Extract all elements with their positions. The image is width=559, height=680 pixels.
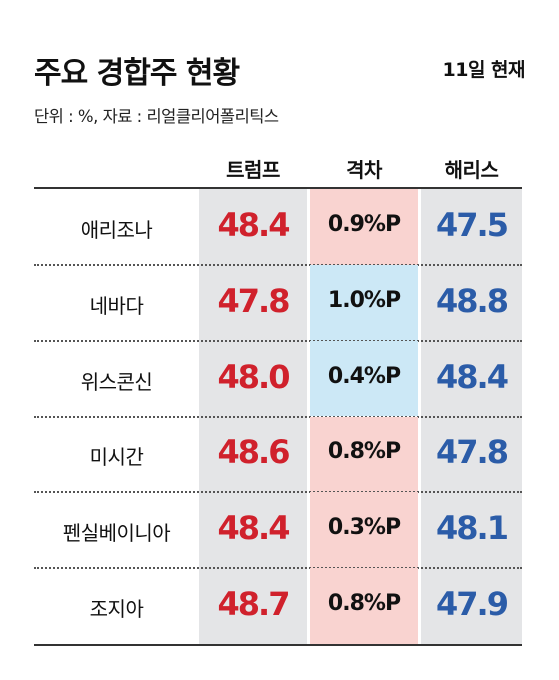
state-name: 미시간 — [89, 445, 144, 470]
gap-value: 1.0%P — [327, 287, 401, 313]
column-header-gap: 격차 — [346, 158, 382, 182]
table-top-rule — [34, 187, 522, 189]
gap-value: 0.4%P — [327, 363, 401, 389]
trump-value: 48.6 — [217, 433, 291, 472]
source-note: 단위 : %, 자료 : 리얼클리어폴리틱스 — [34, 107, 279, 126]
gap-cell-background — [310, 340, 418, 417]
date-note: 11일 현재 — [442, 59, 526, 81]
harris-value: 47.9 — [436, 585, 509, 624]
harris-value: 47.5 — [436, 205, 509, 244]
row-separator — [34, 567, 522, 570]
gap-cell-background — [310, 264, 418, 341]
chart-title: 주요 경합주 현황 — [34, 56, 240, 91]
trump-value: 48.4 — [217, 509, 291, 548]
harris-value: 47.8 — [436, 433, 509, 472]
gap-cell-background — [310, 568, 418, 644]
trump-value: 48.0 — [217, 357, 291, 396]
column-header-trump: 트럼프 — [226, 158, 280, 182]
trump-value: 47.8 — [217, 281, 291, 320]
gap-value: 0.9%P — [327, 211, 401, 237]
gap-value: 0.8%P — [327, 439, 401, 465]
row-separator — [34, 263, 522, 266]
harris-value: 48.8 — [436, 281, 509, 320]
state-name: 조지아 — [89, 597, 144, 622]
state-name: 위스콘신 — [80, 369, 153, 394]
gap-cell-background — [310, 189, 418, 265]
trump-value: 48.4 — [217, 205, 291, 244]
harris-value: 48.4 — [436, 357, 509, 396]
row-separator — [34, 415, 522, 418]
state-name: 애리조나 — [80, 217, 153, 242]
table-bottom-rule — [34, 644, 522, 646]
gap-value: 0.8%P — [327, 591, 401, 617]
column-header-harris: 해리스 — [444, 158, 499, 182]
gap-cell-background — [310, 416, 418, 493]
gap-cell-background — [310, 492, 418, 569]
harris-value: 48.1 — [436, 509, 509, 548]
row-separator — [34, 491, 522, 494]
state-name: 펜실베이니아 — [62, 521, 171, 546]
row-separator — [34, 339, 522, 342]
trump-value: 48.7 — [217, 585, 291, 624]
state-name: 네바다 — [89, 293, 144, 318]
gap-value: 0.3%P — [327, 515, 401, 541]
